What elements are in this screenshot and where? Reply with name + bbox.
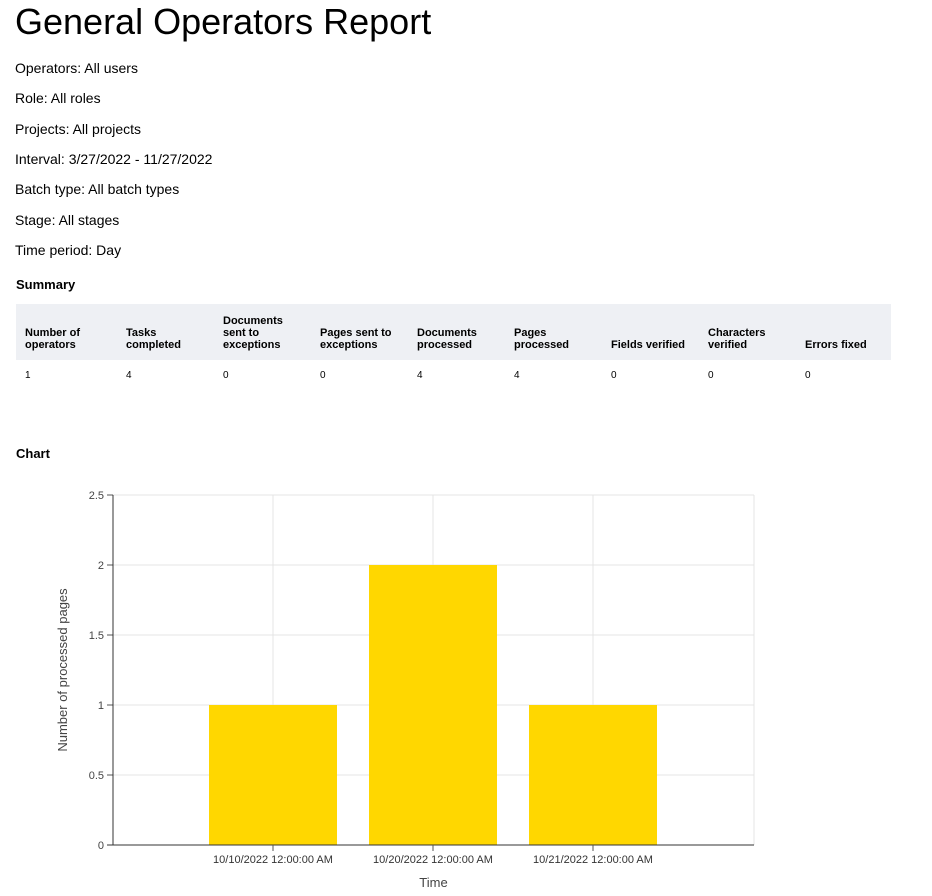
cell-errors-fixed: 0 <box>805 370 811 381</box>
cell-characters-verified: 0 <box>708 370 714 381</box>
summary-heading: Summary <box>16 277 76 292</box>
filter-interval: Interval: 3/27/2022 - 11/27/2022 <box>15 151 213 167</box>
page-title: General Operators Report <box>15 1 432 42</box>
bar-3 <box>529 705 657 845</box>
cell-documents-processed: 4 <box>417 370 423 381</box>
col-number-of-operators: Number of operators <box>25 327 80 351</box>
cell-fields-verified: 0 <box>611 370 617 381</box>
filter-operators: Operators: All users <box>15 60 138 76</box>
bar-1 <box>209 705 337 845</box>
y-tick-label: 0 <box>98 840 104 852</box>
col-pages-processed: Pages processed <box>514 327 570 351</box>
col-documents-processed: Documents processed <box>417 327 477 351</box>
x-tick-label: 10/20/2022 12:00:00 AM <box>373 854 493 866</box>
col-tasks-completed: Tasks completed <box>126 327 182 351</box>
y-tick-label: 2 <box>98 560 104 572</box>
filter-stage: Stage: All stages <box>15 212 120 228</box>
y-tick-label: 1.5 <box>89 630 104 642</box>
col-documents-sent-to-exceptions: Documents sent to exceptions <box>223 315 283 351</box>
summary-header-row: Number of operators Tasks completed Docume… <box>16 304 891 360</box>
filter-projects: Projects: All projects <box>15 121 142 137</box>
filter-batch-type: Batch type: All batch types <box>15 181 180 197</box>
cell-documents-sent-to-exceptions: 0 <box>223 370 229 381</box>
col-characters-verified: Characters verified <box>708 327 766 351</box>
col-pages-sent-to-exceptions: Pages sent to exceptions <box>320 327 392 351</box>
filter-role: Role: All roles <box>15 90 101 106</box>
cell-pages-sent-to-exceptions: 0 <box>320 370 326 381</box>
summary-table: Number of operators Tasks completed Docume… <box>16 304 891 381</box>
col-fields-verified: Fields verified <box>611 339 685 351</box>
x-axis-title: Time <box>419 875 447 890</box>
summary-data-row: 1 4 0 0 4 4 0 0 0 <box>16 360 891 381</box>
processed-pages-chart: 0 0.5 1 1.5 2 2.5 10/10/2022 12:00:00 AM 10/20/… <box>55 490 755 890</box>
chart-heading: Chart <box>16 446 50 461</box>
cell-number-of-operators: 1 <box>25 370 31 381</box>
y-axis-title: Number of processed pages <box>55 588 70 752</box>
y-tick-label: 0.5 <box>89 770 104 782</box>
col-errors-fixed: Errors fixed <box>805 339 867 351</box>
bar-2 <box>369 565 497 845</box>
x-tick-label: 10/10/2022 12:00:00 AM <box>213 854 333 866</box>
x-tick-label: 10/21/2022 12:00:00 AM <box>533 854 653 866</box>
filter-time-period: Time period: Day <box>15 242 122 258</box>
y-tick-label: 1 <box>98 700 104 712</box>
cell-tasks-completed: 4 <box>126 370 132 381</box>
y-tick-label: 2.5 <box>89 490 104 502</box>
cell-pages-processed: 4 <box>514 370 520 381</box>
